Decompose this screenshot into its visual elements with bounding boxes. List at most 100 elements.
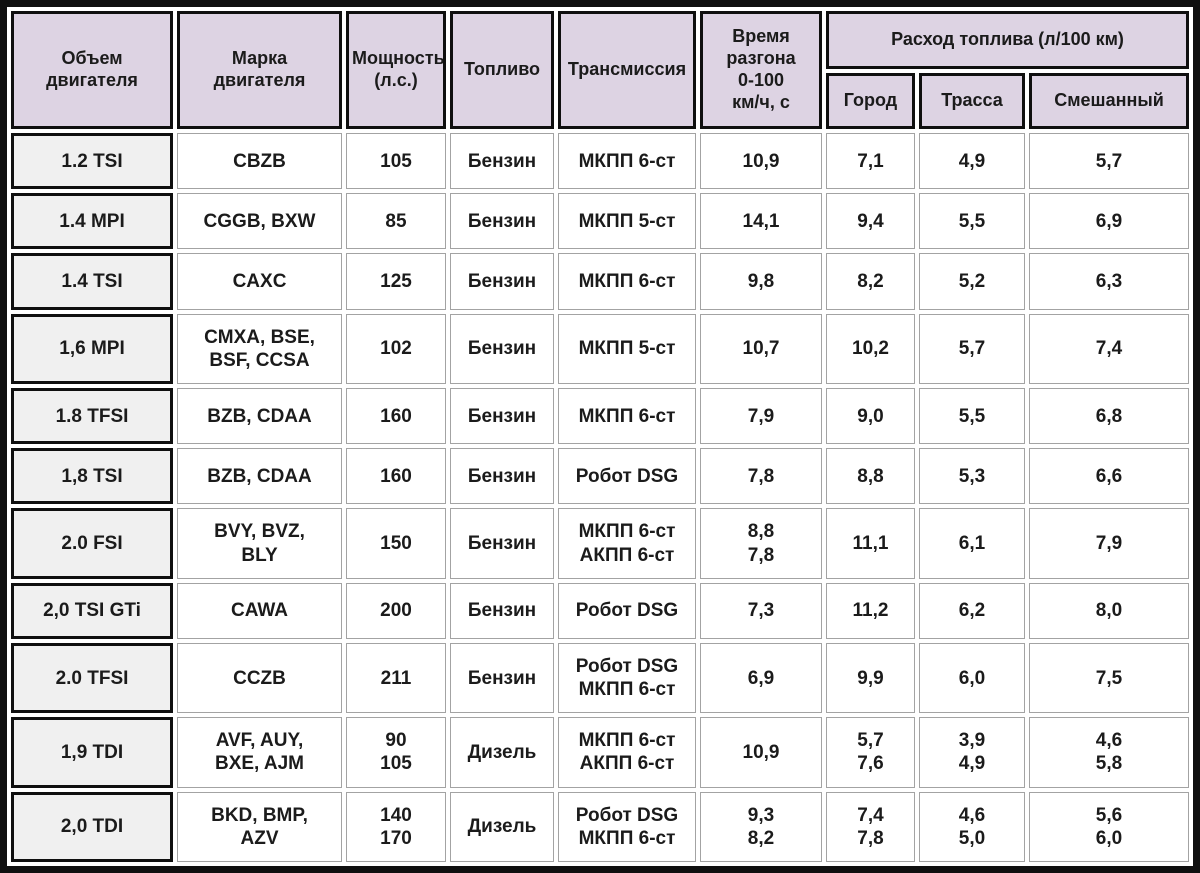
header-mixed: Смешанный [1029, 73, 1190, 129]
table-row: 1,6 MPI CMXA, BSE, BSF, CCSA 102 Бензин МКПП… [11, 313, 1190, 384]
cell-mixed: 5,6 6,0 [1029, 791, 1190, 862]
header-power: Мощность (л.с.) [346, 11, 446, 129]
cell-volume: 1.2 TSI [11, 133, 173, 190]
cell-city: 5,7 7,6 [826, 717, 915, 788]
cell-mixed: 6,3 [1029, 253, 1190, 310]
cell-accel: 9,8 [700, 253, 822, 310]
cell-city: 7,4 7,8 [826, 791, 915, 862]
cell-transmission: Робот DSG [558, 582, 696, 639]
cell-transmission: МКПП 6-ст [558, 388, 696, 445]
cell-city: 7,1 [826, 133, 915, 190]
cell-transmission: МКПП 5-ст [558, 313, 696, 384]
cell-accel: 10,9 [700, 133, 822, 190]
cell-power: 150 [346, 508, 446, 579]
table-row: 2,0 TSI GTi CAWA 200 Бензин Робот DSG 7,3 11,2… [11, 582, 1190, 639]
cell-fuel: Бензин [450, 388, 554, 445]
cell-city: 9,9 [826, 643, 915, 714]
cell-transmission: МКПП 5-ст [558, 193, 696, 250]
cell-mixed: 5,7 [1029, 133, 1190, 190]
cell-volume: 2.0 TFSI [11, 643, 173, 714]
cell-city: 8,8 [826, 448, 915, 505]
table-row: 1.4 TSI CAXC 125 Бензин МКПП 6-ст 9,8 8,2 5,2 6,… [11, 253, 1190, 310]
cell-fuel: Бензин [450, 133, 554, 190]
cell-power: 200 [346, 582, 446, 639]
cell-fuel: Бензин [450, 508, 554, 579]
cell-accel: 6,9 [700, 643, 822, 714]
header-consumption-group: Расход топлива (л/100 км) [826, 11, 1190, 69]
cell-city: 11,2 [826, 582, 915, 639]
cell-power: 125 [346, 253, 446, 310]
cell-brand: CAXC [177, 253, 342, 310]
header-row-main: Объем двигателя Марка двигателя Мощность… [11, 11, 1190, 129]
cell-fuel: Бензин [450, 582, 554, 639]
cell-brand: AVF, AUY, BXE, AJM [177, 717, 342, 788]
cell-transmission: МКПП 6-ст [558, 133, 696, 190]
cell-fuel: Бензин [450, 643, 554, 714]
cell-brand: BZB, CDAA [177, 388, 342, 445]
cell-volume: 1.4 TSI [11, 253, 173, 310]
cell-volume: 2,0 TSI GTi [11, 582, 173, 639]
cell-highway: 4,9 [919, 133, 1025, 190]
cell-mixed: 4,6 5,8 [1029, 717, 1190, 788]
cell-accel: 7,3 [700, 582, 822, 639]
engine-specs-table: Объем двигателя Марка двигателя Мощность… [7, 7, 1193, 866]
table-row: 1.4 MPI CGGB, BXW 85 Бензин МКПП 5-ст 14,1 9,4… [11, 193, 1190, 250]
table-row: 1.2 TSI CBZB 105 Бензин МКПП 6-ст 10,9 7,1 4,9 5… [11, 133, 1190, 190]
cell-city: 9,0 [826, 388, 915, 445]
cell-power: 102 [346, 313, 446, 384]
cell-accel: 14,1 [700, 193, 822, 250]
header-volume: Объем двигателя [11, 11, 173, 129]
cell-brand: CGGB, BXW [177, 193, 342, 250]
table-row: 1,9 TDI AVF, AUY, BXE, AJM 90 105 Дизель МКП… [11, 717, 1190, 788]
cell-fuel: Бензин [450, 253, 554, 310]
cell-fuel: Дизель [450, 791, 554, 862]
cell-transmission: Робот DSG [558, 448, 696, 505]
cell-mixed: 7,9 [1029, 508, 1190, 579]
cell-accel: 7,8 [700, 448, 822, 505]
cell-city: 10,2 [826, 313, 915, 384]
cell-accel: 8,8 7,8 [700, 508, 822, 579]
cell-power: 140 170 [346, 791, 446, 862]
cell-accel: 10,7 [700, 313, 822, 384]
table-row: 2,0 TDI BKD, BMP, AZV 140 170 Дизель Робот D… [11, 791, 1190, 862]
cell-volume: 1,8 TSI [11, 448, 173, 505]
cell-mixed: 7,4 [1029, 313, 1190, 384]
header-highway: Трасса [919, 73, 1025, 129]
cell-power: 85 [346, 193, 446, 250]
cell-transmission: Робот DSG МКПП 6-ст [558, 791, 696, 862]
cell-transmission: МКПП 6-ст АКПП 6-ст [558, 717, 696, 788]
table-body: 1.2 TSI CBZB 105 Бензин МКПП 6-ст 10,9 7,1 4,9 5… [11, 133, 1190, 862]
cell-city: 11,1 [826, 508, 915, 579]
cell-highway: 6,1 [919, 508, 1025, 579]
header-city: Город [826, 73, 915, 129]
cell-volume: 1,9 TDI [11, 717, 173, 788]
cell-brand: CMXA, BSE, BSF, CCSA [177, 313, 342, 384]
cell-mixed: 6,9 [1029, 193, 1190, 250]
cell-city: 9,4 [826, 193, 915, 250]
cell-power: 160 [346, 388, 446, 445]
cell-brand: BZB, CDAA [177, 448, 342, 505]
cell-city: 8,2 [826, 253, 915, 310]
header-row-sub: Город Трасса Смешанный [11, 73, 1190, 129]
cell-brand: CAWA [177, 582, 342, 639]
cell-mixed: 7,5 [1029, 643, 1190, 714]
cell-power: 90 105 [346, 717, 446, 788]
table-row: 1.8 TFSI BZB, CDAA 160 Бензин МКПП 6-ст 7,9 9,… [11, 388, 1190, 445]
cell-fuel: Бензин [450, 448, 554, 505]
cell-highway: 6,0 [919, 643, 1025, 714]
cell-power: 105 [346, 133, 446, 190]
cell-transmission: МКПП 6-ст [558, 253, 696, 310]
header-transmission: Трансмиссия [558, 11, 696, 129]
cell-mixed: 6,6 [1029, 448, 1190, 505]
table-row: 1,8 TSI BZB, CDAA 160 Бензин Робот DSG 7,8 8,8… [11, 448, 1190, 505]
table-row: 2.0 FSI BVY, BVZ, BLY 150 Бензин МКПП 6-ст А… [11, 508, 1190, 579]
cell-accel: 10,9 [700, 717, 822, 788]
cell-highway: 5,3 [919, 448, 1025, 505]
cell-accel: 7,9 [700, 388, 822, 445]
cell-power: 211 [346, 643, 446, 714]
cell-fuel: Бензин [450, 193, 554, 250]
cell-mixed: 6,8 [1029, 388, 1190, 445]
cell-highway: 6,2 [919, 582, 1025, 639]
